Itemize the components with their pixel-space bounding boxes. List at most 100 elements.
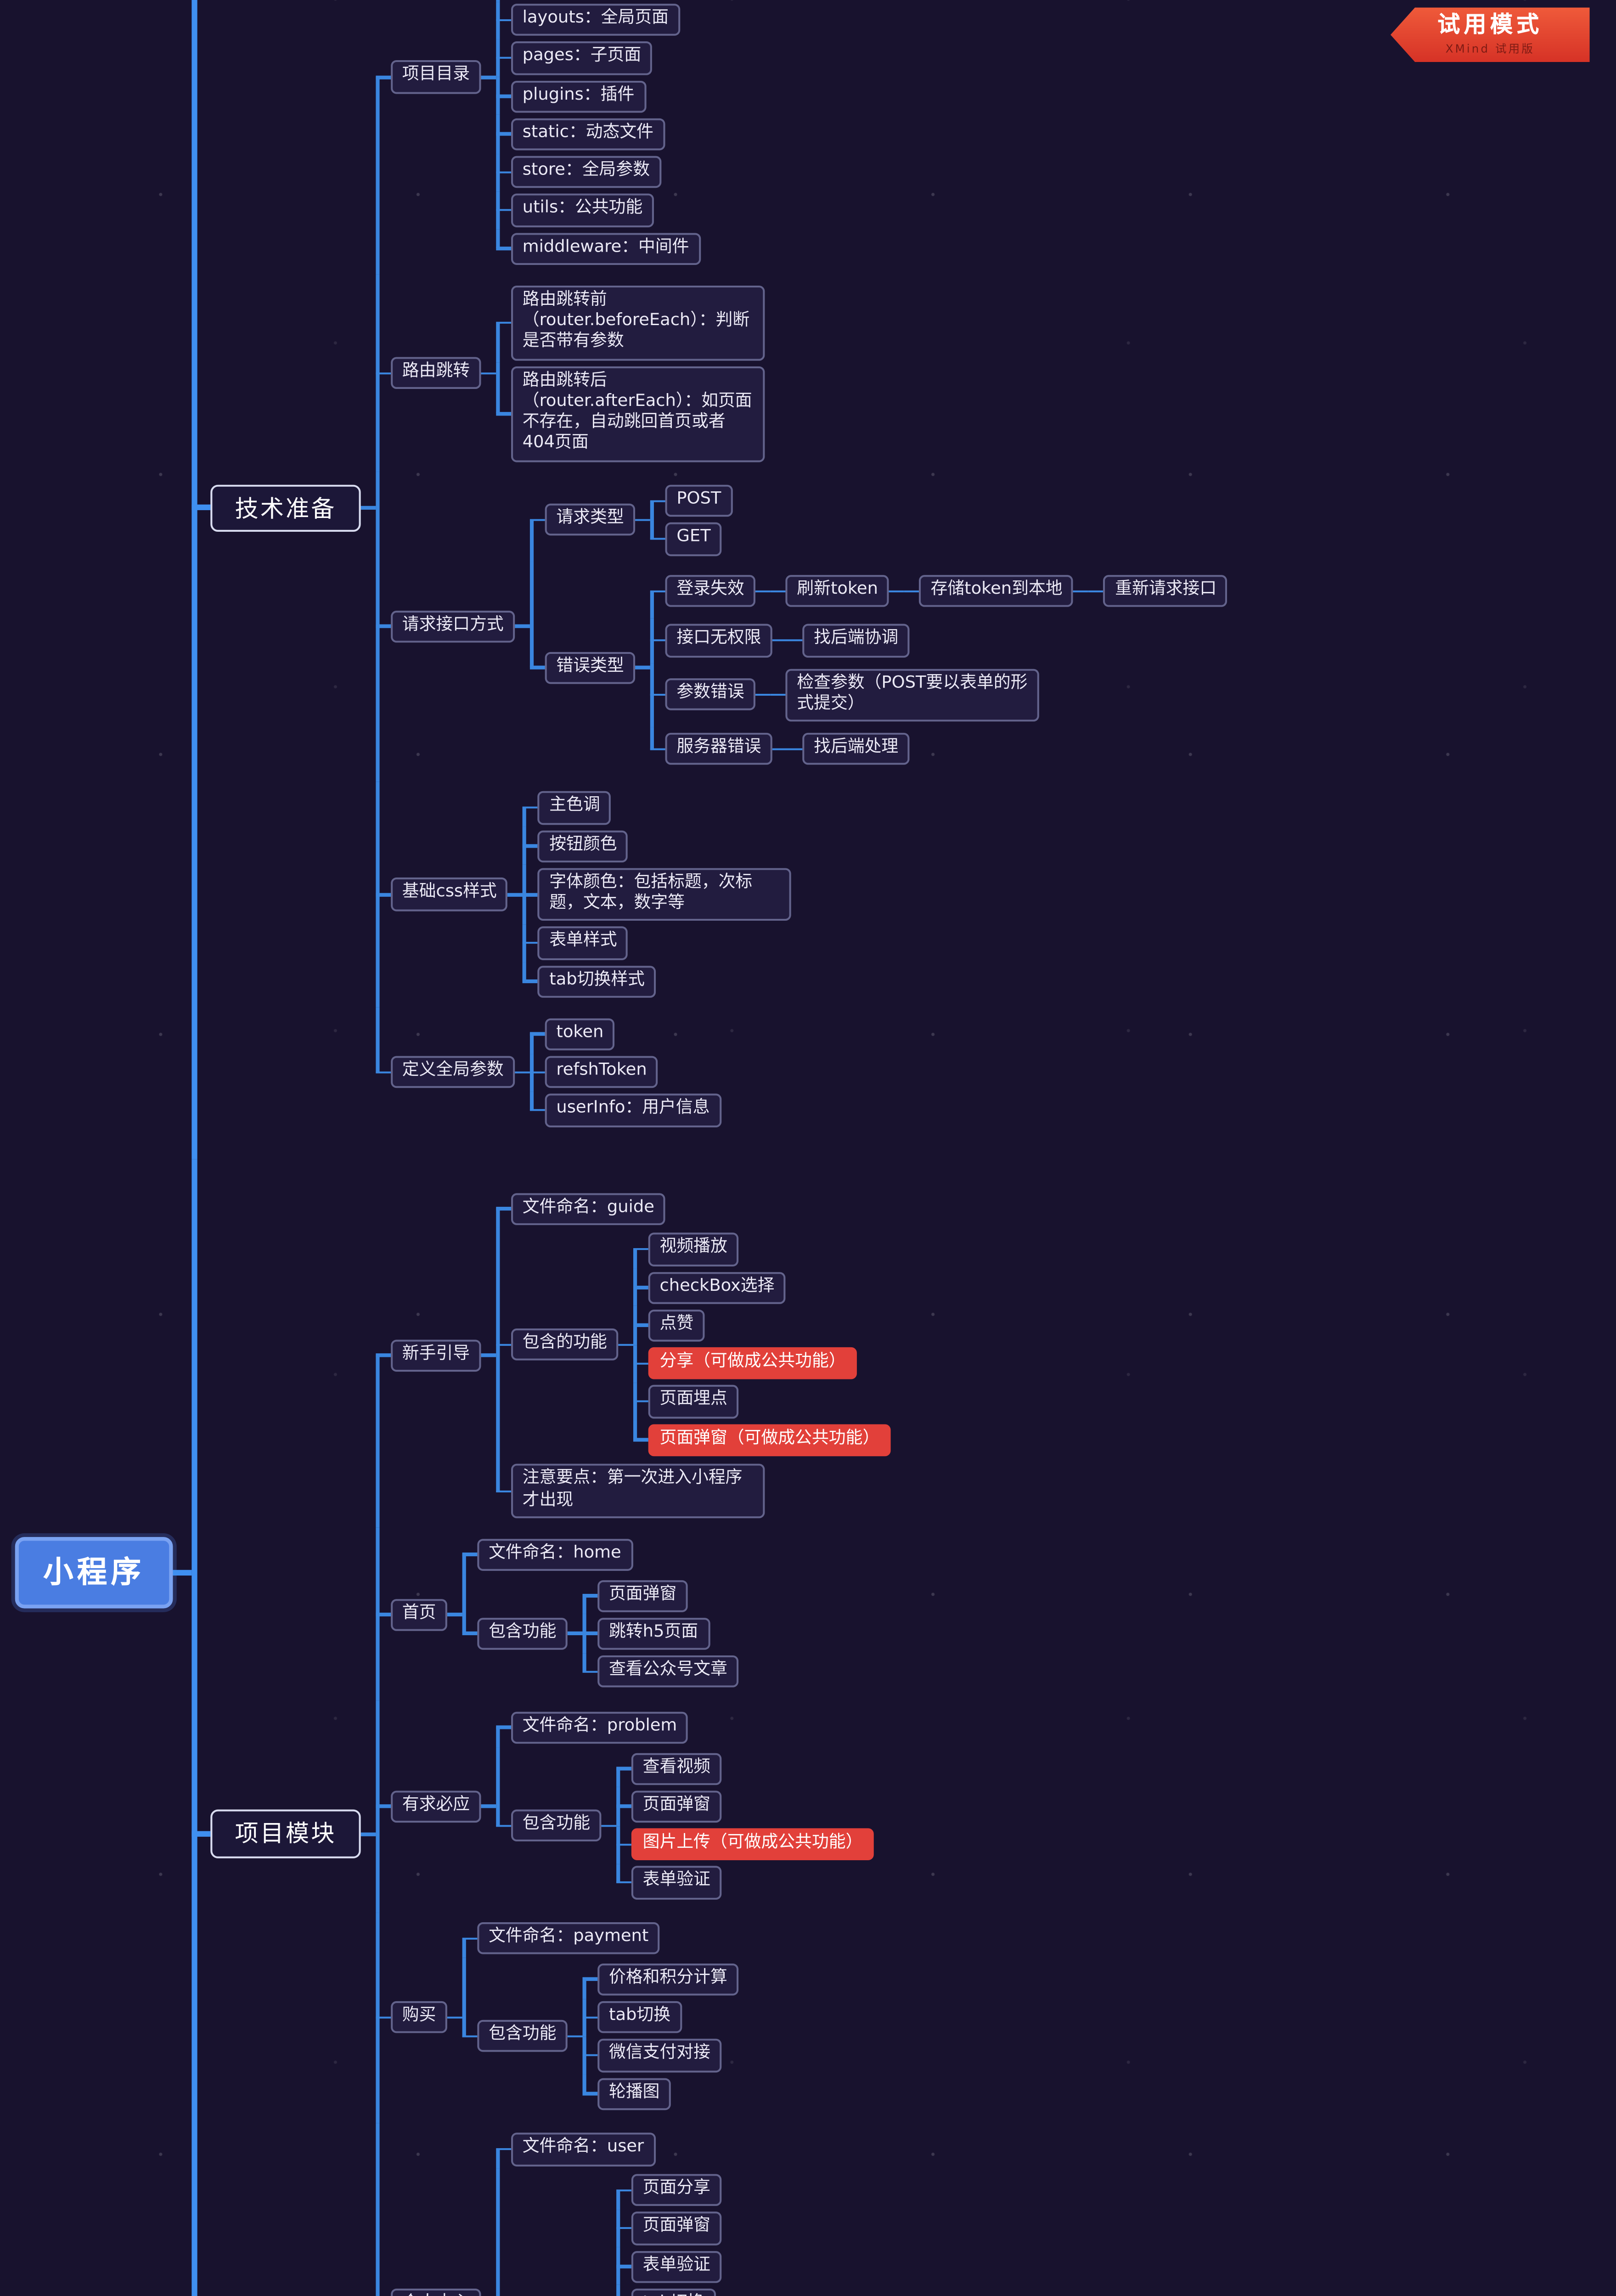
mindmap-node[interactable]: 基础css样式 bbox=[391, 878, 508, 911]
mindmap-node[interactable]: 查看视频 bbox=[631, 1752, 722, 1785]
mindmap-node[interactable]: 检查参数（POST要以表单的形式提交） bbox=[785, 668, 1040, 722]
mindmap-node[interactable]: 路由跳转前（router.beforeEach）：判断是否带有参数 bbox=[511, 285, 765, 360]
mindmap-node[interactable]: 页面弹窗 bbox=[631, 2212, 722, 2245]
mindmap-node[interactable]: 表单验证 bbox=[631, 1866, 722, 1899]
mindmap-node[interactable]: GET bbox=[665, 523, 722, 556]
mindmap-node[interactable]: 轮播图 bbox=[597, 2077, 671, 2110]
mindmap-branch: GET bbox=[650, 520, 732, 558]
mindmap-root-node[interactable]: 小程序 bbox=[15, 1537, 173, 1609]
mindmap-branch: 包含功能 价格和积分计算 tab切换微信支付对接 轮播图 bbox=[462, 1957, 739, 2116]
mindmap-node[interactable]: pages：子页面 bbox=[511, 42, 653, 74]
mindmap-node[interactable]: refshToken bbox=[545, 1056, 659, 1089]
mindmap-branch: 路由跳转前（router.beforeEach）：判断是否带有参数 bbox=[496, 282, 765, 363]
mindmap-node[interactable]: 注意要点：第一次进入小程序才出现 bbox=[511, 1464, 765, 1518]
mindmap-node[interactable]: 文件命名：guide bbox=[511, 1192, 666, 1225]
mindmap-node[interactable]: 接口无权限 bbox=[665, 624, 773, 657]
mindmap-children-group: 重新请求接口 bbox=[1089, 572, 1228, 610]
mindmap-node[interactable]: 找后端协调 bbox=[802, 624, 910, 657]
mindmap-node[interactable]: 重新请求接口 bbox=[1104, 575, 1228, 608]
mindmap-node[interactable]: 定义全局参数 bbox=[391, 1056, 515, 1089]
mindmap-main-topic[interactable]: 技术准备 bbox=[210, 484, 361, 532]
mindmap-node[interactable]: 文件命名：payment bbox=[477, 1922, 660, 1955]
mindmap-node[interactable]: tab切换 bbox=[631, 2288, 716, 2296]
mindmap-node[interactable]: 路由跳转 bbox=[391, 357, 481, 390]
mindmap-highlight-node[interactable]: 页面弹窗（可做成公共功能） bbox=[648, 1423, 891, 1456]
mindmap-node[interactable]: 跳转h5页面 bbox=[597, 1617, 709, 1650]
mindmap-branch: 表单验证 bbox=[616, 1863, 874, 1902]
mindmap-node[interactable]: 页面弹窗 bbox=[597, 1579, 688, 1612]
mindmap-node[interactable]: tab切换 bbox=[597, 2001, 682, 2034]
mindmap-node[interactable]: 请求类型 bbox=[545, 504, 636, 536]
mindmap-node[interactable]: plugins：插件 bbox=[511, 79, 646, 113]
mindmap-node[interactable]: 价格和积分计算 bbox=[597, 1963, 739, 1996]
mindmap-node[interactable]: token bbox=[545, 1018, 615, 1051]
mindmap-branch: 表单样式 bbox=[523, 924, 792, 963]
mindmap-children-group: 登录失效 刷新token 存储token到本地 重新请求接口接口无权限 找后端协调参数错… bbox=[650, 564, 1228, 771]
mindmap-node[interactable]: 点赞 bbox=[648, 1309, 705, 1342]
mindmap-node[interactable]: store：全局参数 bbox=[511, 156, 661, 189]
mindmap-node[interactable]: 项目目录 bbox=[391, 61, 481, 94]
mindmap-node[interactable]: 登录失效 bbox=[665, 575, 756, 608]
mindmap-node[interactable]: 字体颜色：包括标题，次标题，文本，数字等 bbox=[538, 867, 792, 922]
mindmap-node[interactable]: layouts：全局页面 bbox=[511, 4, 680, 36]
mindmap-branch: 个人中心文件命名：user包含功能页面分享页面弹窗表单验证tab切换图片上传积分… bbox=[376, 2122, 891, 2296]
mindmap-node[interactable]: 页面分享 bbox=[631, 2174, 722, 2206]
mindmap-node[interactable]: userInfo：用户信息 bbox=[545, 1094, 721, 1127]
mindmap-main-topic[interactable]: 项目模块 bbox=[210, 1810, 361, 1858]
mindmap-node[interactable]: 表单验证 bbox=[631, 2250, 722, 2283]
mindmap-branch: 页面弹窗 bbox=[616, 2209, 743, 2248]
mindmap-children-group: 前期准备采取的框架uniapp微信原生使用开发工具VSCode微信开发者工具项目… bbox=[191, 0, 1616, 2296]
mindmap-branch: 价格和积分计算 bbox=[582, 1960, 739, 1999]
mindmap-node[interactable]: static：动态文件 bbox=[511, 118, 665, 151]
mindmap-node[interactable]: 包含功能 bbox=[477, 1617, 568, 1650]
mindmap-children-group: 新手引导 文件命名：guide 包含的功能 视频播放 checkBox选择 点赞分享（可做… bbox=[376, 1182, 891, 2296]
mindmap-node[interactable]: 主色调 bbox=[538, 791, 612, 824]
trial-mode-title: 试用模式 bbox=[1437, 11, 1543, 38]
mindmap-node[interactable]: 错误类型 bbox=[545, 651, 636, 684]
mindmap-node[interactable]: 参数错误 bbox=[665, 678, 756, 711]
mindmap-node[interactable]: 存储token到本地 bbox=[919, 575, 1074, 608]
mindmap-branch: 参数错误 检查参数（POST要以表单的形式提交） bbox=[650, 662, 1228, 727]
mindmap-node[interactable]: 服务器错误 bbox=[665, 732, 773, 765]
mindmap-node[interactable]: 表单样式 bbox=[538, 927, 629, 959]
mindmap-branch: 分享（可做成公共功能） bbox=[633, 1344, 891, 1383]
mindmap-children-group: 项目目录 api：接口请求地址assets：静态文件components：公共组件… bbox=[376, 0, 1228, 1137]
mindmap-highlight-node[interactable]: 分享（可做成公共功能） bbox=[648, 1347, 857, 1380]
mindmap-node[interactable]: 微信支付对接 bbox=[597, 2039, 722, 2072]
mindmap-node[interactable]: checkBox选择 bbox=[648, 1271, 786, 1304]
mindmap-branch: 页面弹窗 bbox=[582, 1576, 739, 1615]
mindmap-node[interactable]: 请求接口方式 bbox=[391, 610, 515, 643]
mindmap-node[interactable]: 刷新token bbox=[785, 575, 890, 608]
mindmap-node[interactable]: 有求必应 bbox=[391, 1790, 481, 1823]
mindmap-node[interactable]: 包含的功能 bbox=[511, 1328, 619, 1361]
mindmap-node[interactable]: 购买 bbox=[391, 2001, 448, 2034]
mindmap-highlight-node[interactable]: 图片上传（可做成公共功能） bbox=[631, 1828, 874, 1861]
mindmap-node[interactable]: 路由跳转后（router.afterEach）：如页面不存在，自动跳回首页或者4… bbox=[511, 365, 765, 461]
mindmap-branch: 请求类型 POST GET bbox=[530, 479, 1228, 561]
mindmap-node[interactable]: 包含功能 bbox=[511, 1809, 602, 1842]
mindmap-branch: 请求接口方式 请求类型 POST GET 错误类型 登录失效 刷新token 存储token到… bbox=[376, 472, 1228, 781]
mindmap-node[interactable]: 包含功能 bbox=[477, 2020, 568, 2053]
mindmap-node[interactable]: 页面弹窗 bbox=[631, 1790, 722, 1823]
mindmap-node[interactable]: POST bbox=[665, 484, 733, 518]
mindmap-node[interactable]: 文件命名：problem bbox=[511, 1711, 688, 1744]
mindmap-node[interactable]: 页面埋点 bbox=[648, 1385, 739, 1418]
mindmap-node[interactable]: 新手引导 bbox=[391, 1339, 481, 1372]
mindmap-node[interactable]: utils：公共功能 bbox=[511, 194, 654, 227]
mindmap-node[interactable]: 视频播放 bbox=[648, 1233, 739, 1266]
mindmap-node[interactable]: 文件命名：user bbox=[511, 2133, 655, 2166]
mindmap-node[interactable]: 找后端处理 bbox=[802, 732, 910, 765]
mindmap-branch: utils：公共功能 bbox=[496, 191, 723, 230]
mindmap-node[interactable]: 查看公众号文章 bbox=[597, 1655, 739, 1688]
mindmap-node[interactable]: 文件命名：home bbox=[477, 1538, 633, 1571]
mindmap-node[interactable]: middleware：中间件 bbox=[511, 232, 701, 264]
mindmap-node[interactable]: 按钮颜色 bbox=[538, 829, 629, 862]
mindmap-children-group: 主色调按钮颜色字体颜色：包括标题，次标题，文本，数字等表单样式 tab切换样式 bbox=[523, 789, 792, 1000]
mindmap-branch: plugins：插件 bbox=[496, 77, 723, 116]
mindmap-node[interactable]: 首页 bbox=[391, 1598, 448, 1631]
mindmap-node[interactable]: tab切换样式 bbox=[538, 965, 656, 997]
mindmap-branch: 页面弹窗 bbox=[616, 1787, 874, 1826]
mindmap-node[interactable]: 个人中心 bbox=[391, 2288, 481, 2296]
mindmap-branch: 文件命名：problem bbox=[496, 1709, 874, 1747]
mindmap-branch: 包含功能页面分享页面弹窗表单验证tab切换图片上传积分计算跳转h5页面调用客服 bbox=[496, 2168, 743, 2296]
